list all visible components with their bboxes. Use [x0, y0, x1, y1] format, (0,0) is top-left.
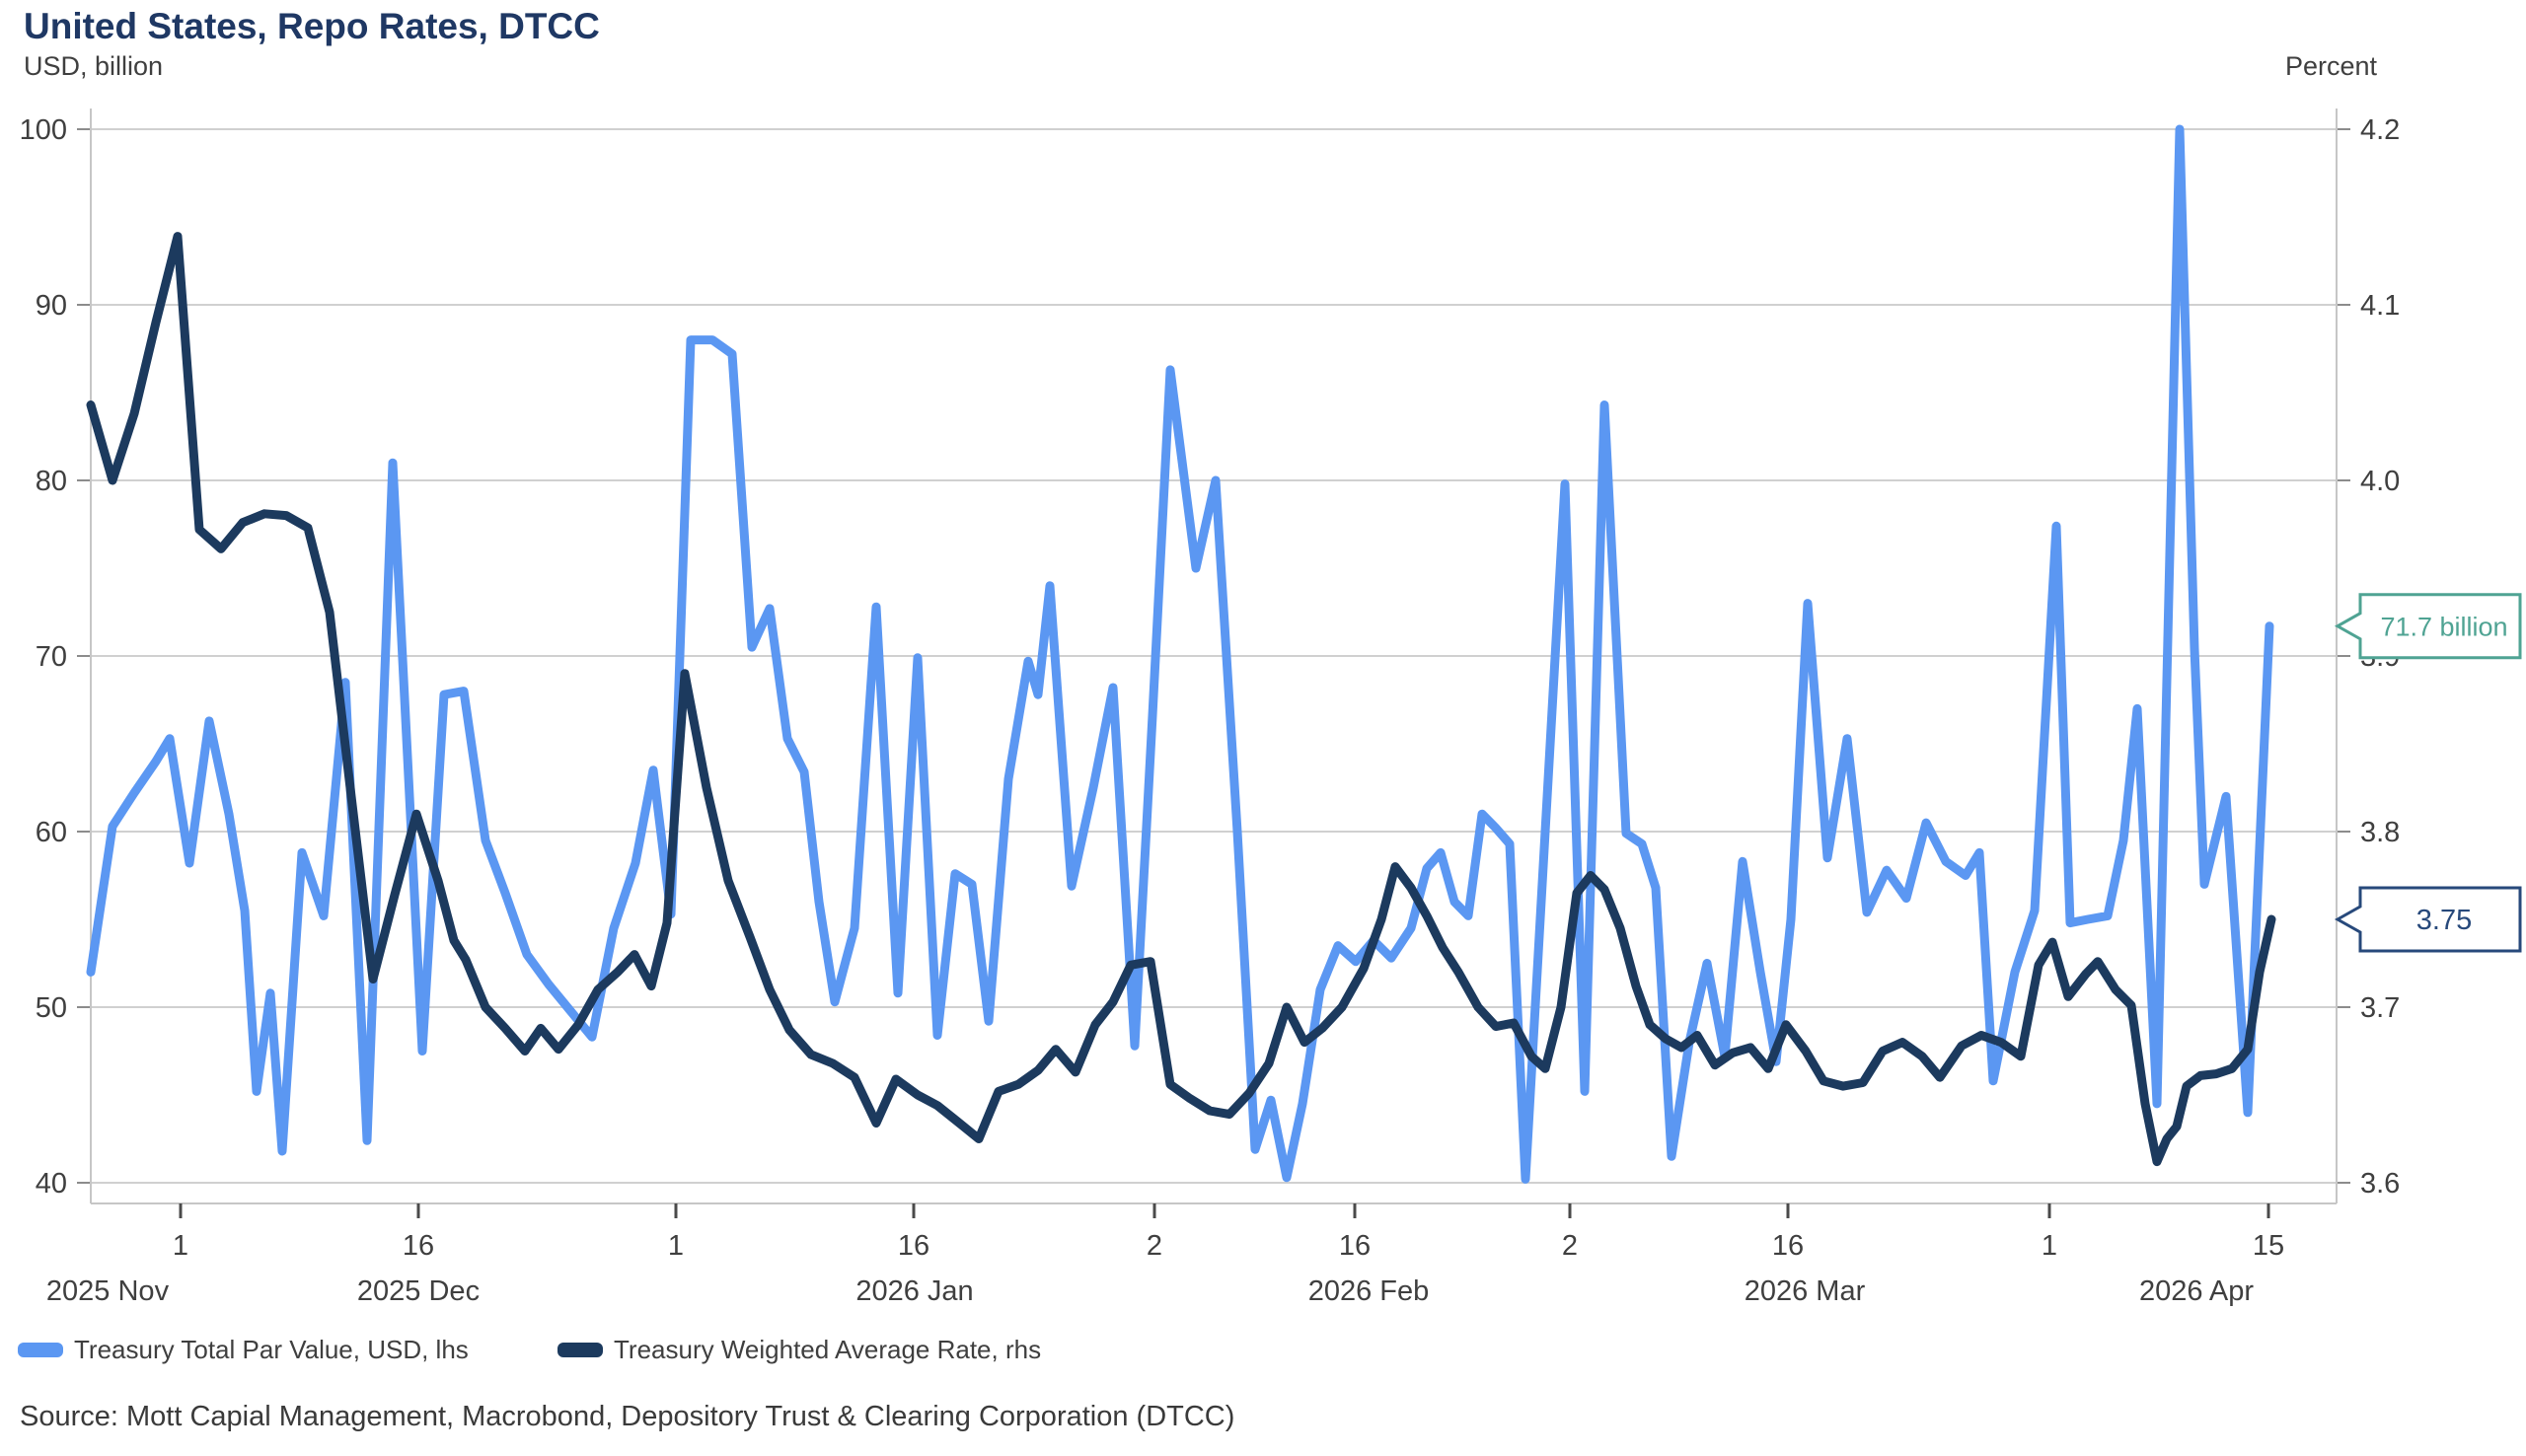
svg-text:1: 1 — [173, 1230, 188, 1262]
svg-text:2026 Jan: 2026 Jan — [855, 1275, 973, 1307]
svg-text:2026 Mar: 2026 Mar — [1745, 1275, 1866, 1307]
svg-text:15: 15 — [2253, 1230, 2284, 1262]
svg-text:90: 90 — [36, 290, 67, 322]
par-value-legend-swatch — [18, 1342, 63, 1357]
svg-text:3.6: 3.6 — [2360, 1168, 2400, 1200]
legend-item-rate: Treasury Weighted Average Rate, rhs — [557, 1330, 1041, 1369]
svg-text:16: 16 — [403, 1230, 434, 1262]
par-value-legend-label: Treasury Total Par Value, USD, lhs — [74, 1334, 469, 1364]
svg-text:3.8: 3.8 — [2360, 817, 2400, 848]
svg-text:1: 1 — [668, 1230, 684, 1262]
svg-text:4.0: 4.0 — [2360, 466, 2400, 497]
axis-frame — [77, 109, 2350, 1204]
svg-text:1: 1 — [2042, 1230, 2057, 1262]
source-note: Source: Mott Capial Management, Macrobon… — [20, 1401, 1235, 1432]
rate-line — [86, 232, 2276, 1167]
rate-legend-swatch — [557, 1342, 603, 1357]
par-value-callout: 71.7 billion — [2334, 593, 2522, 660]
svg-text:60: 60 — [36, 817, 67, 848]
rate-callout: 3.75 — [2334, 886, 2522, 953]
svg-text:50: 50 — [36, 992, 67, 1024]
right-axis-unit-label: Percent — [2285, 51, 2378, 81]
svg-text:2026 Feb: 2026 Feb — [1308, 1275, 1430, 1307]
svg-text:16: 16 — [898, 1230, 929, 1262]
right-axis-tick-labels: 3.63.73.83.94.04.14.2 — [2360, 114, 2400, 1200]
svg-text:70: 70 — [36, 641, 67, 673]
par-value-callout-flag — [2334, 593, 2522, 660]
svg-text:80: 80 — [36, 466, 67, 497]
left-axis-unit-label: USD, billion — [24, 51, 164, 81]
svg-text:2025 Nov: 2025 Nov — [46, 1275, 170, 1307]
legend-item-par-value: Treasury Total Par Value, USD, lhs — [18, 1330, 469, 1369]
svg-text:4.1: 4.1 — [2360, 290, 2400, 322]
svg-text:16: 16 — [1339, 1230, 1371, 1262]
svg-text:16: 16 — [1772, 1230, 1804, 1262]
svg-text:2: 2 — [1562, 1230, 1578, 1262]
x-axis-ticks: 1 16 1 16 2 16 2 16 1 15 2025 Nov 2025 Dec 2026 Jan 2… — [46, 1203, 2284, 1307]
svg-text:2: 2 — [1147, 1230, 1162, 1262]
svg-text:2025 Dec: 2025 Dec — [357, 1275, 480, 1307]
svg-text:3.7: 3.7 — [2360, 992, 2400, 1024]
chart-title: United States, Repo Rates, DTCC — [24, 6, 600, 46]
svg-text:4.2: 4.2 — [2360, 114, 2400, 146]
svg-text:2026 Apr: 2026 Apr — [2139, 1275, 2254, 1307]
rate-callout-text: 3.75 — [2416, 905, 2472, 936]
rate-callout-flag — [2334, 886, 2522, 953]
rate-legend-label: Treasury Weighted Average Rate, rhs — [614, 1334, 1042, 1364]
par-value-line — [86, 124, 2274, 1184]
legend: Treasury Total Par Value, USD, lhs Treas… — [18, 1330, 2504, 1371]
svg-text:40: 40 — [36, 1168, 67, 1200]
left-axis-tick-labels: 40 50 60 70 80 90 100 — [20, 114, 67, 1200]
par-value-callout-text: 71.7 billion — [2380, 613, 2507, 642]
svg-text:100: 100 — [20, 114, 67, 146]
